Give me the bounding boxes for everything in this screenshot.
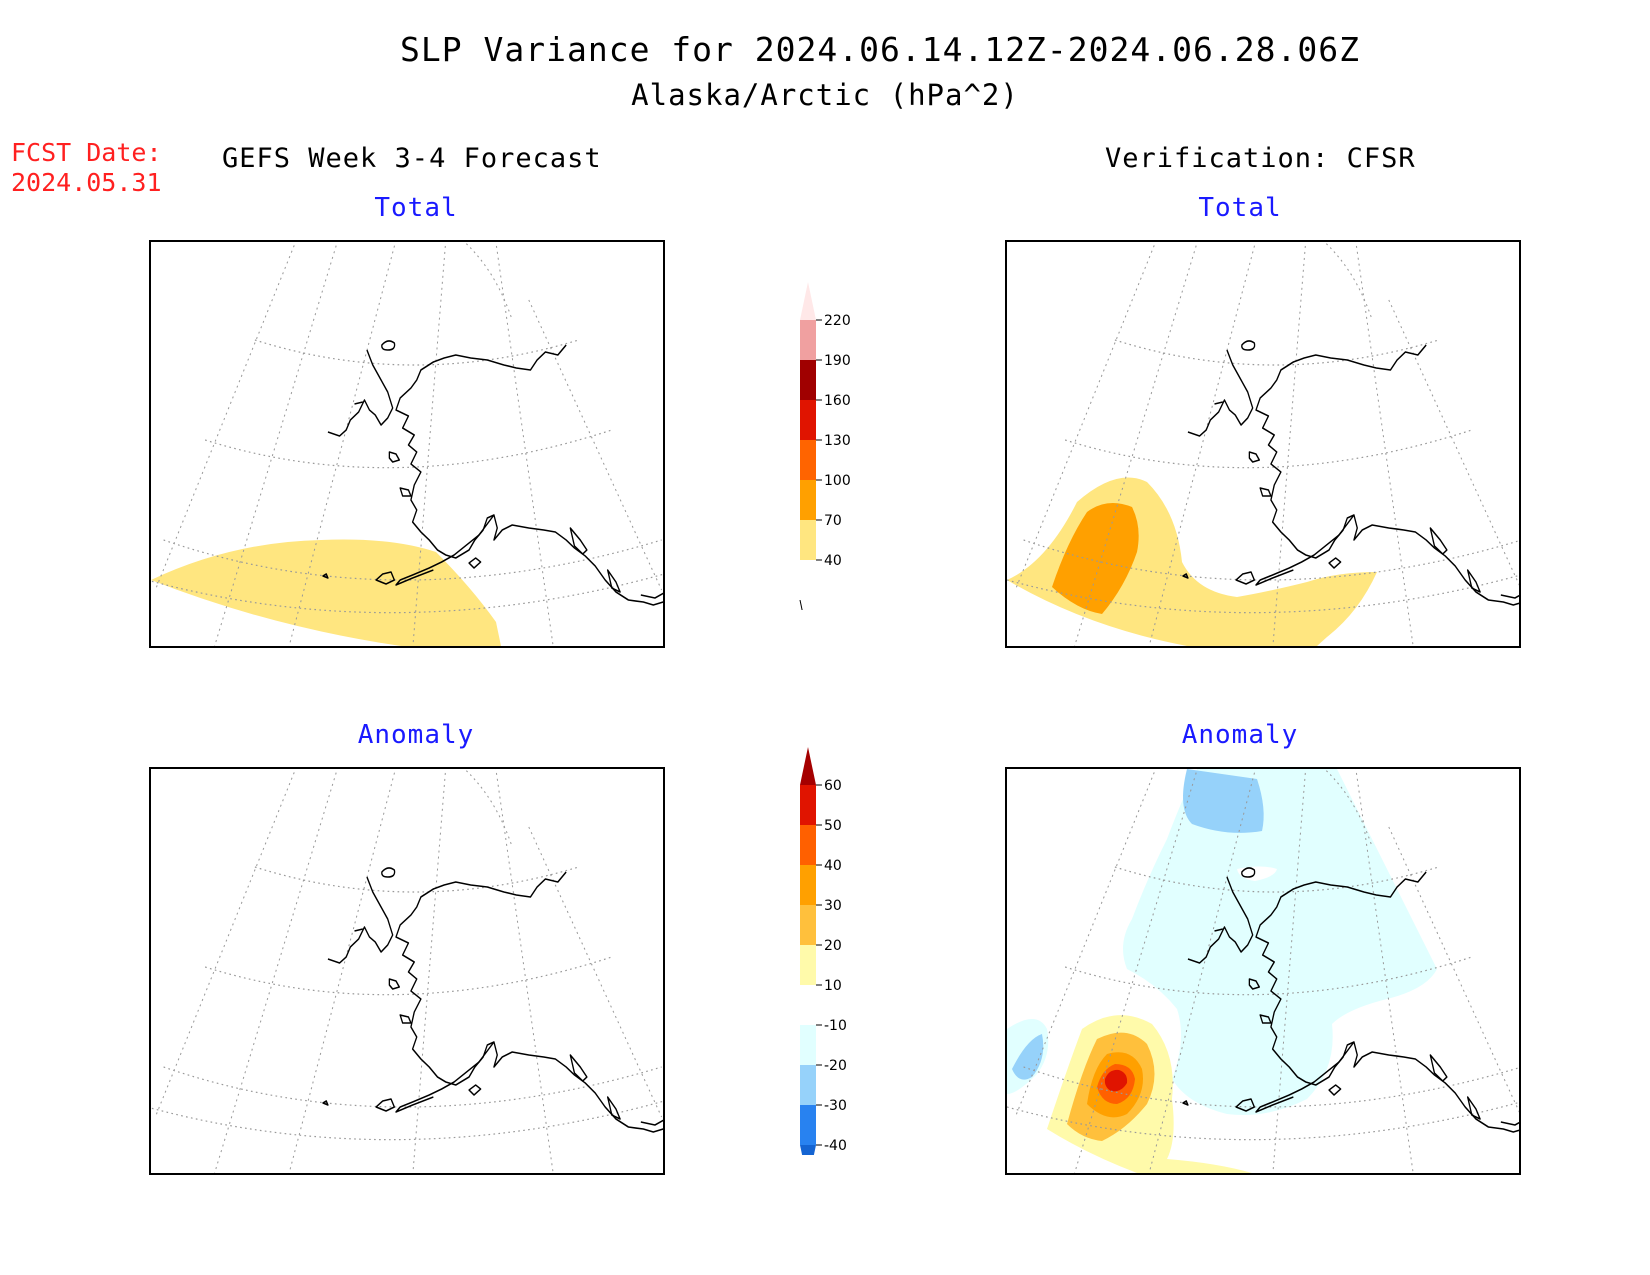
forecast-column-title: GEFS Week 3-4 Forecast xyxy=(222,143,602,174)
colorbar-tick-label: 70 xyxy=(824,513,842,529)
shade-neg10-neg20 xyxy=(1123,769,1437,1115)
anomaly-colorbar: -40 -30 -20 -10 10 20 30 40 50 60 xyxy=(790,745,870,1183)
colorbar-tick-label: 190 xyxy=(824,353,851,369)
colorbar-tick-label: -10 xyxy=(824,1018,847,1034)
forecast-anomaly-map xyxy=(149,767,665,1175)
shade-neg20-neg30-left xyxy=(1012,1034,1044,1080)
fcst-date-value: 2024.05.31 xyxy=(11,168,162,197)
colorbar-tick-label: 50 xyxy=(824,818,842,834)
colorbar-tick-label: 130 xyxy=(824,433,851,449)
shade-neg20-neg30-top xyxy=(1183,769,1264,833)
colorbar-segment xyxy=(800,825,816,865)
fcst-date: FCST Date: 2024.05.31 xyxy=(11,138,162,198)
main-subtitle: Alaska/Arctic (hPa^2) xyxy=(631,78,1019,112)
verification-anomaly-label: Anomaly xyxy=(1181,720,1299,750)
colorbar-tick-label: 160 xyxy=(824,393,851,409)
verification-column-title: Verification: CFSR xyxy=(1105,143,1416,174)
forecast-total-map xyxy=(149,240,665,648)
colorbar-tick-label: 60 xyxy=(824,778,842,794)
colorbar-tail xyxy=(799,599,809,639)
colorbar-tail xyxy=(800,1145,816,1183)
colorbar-segment xyxy=(800,360,816,400)
colorbar-segment xyxy=(800,905,816,945)
colorbar-tick-label: 220 xyxy=(824,313,851,329)
forecast-anomaly-label: Anomaly xyxy=(357,720,475,750)
colorbar-segment xyxy=(800,1105,816,1145)
shade-50-60 xyxy=(1104,1069,1128,1092)
colorbar-segment xyxy=(800,440,816,480)
colorbar-segment xyxy=(800,560,816,600)
colorbar-segment xyxy=(800,1065,816,1105)
shade-70-100 xyxy=(1052,503,1139,614)
colorbar-tick-label: 40 xyxy=(824,553,842,569)
colorbar-tick-label: -20 xyxy=(824,1058,847,1074)
colorbar-tick-label: -30 xyxy=(824,1098,847,1114)
total-colorbar: 40 70 100 130 160 190 220 xyxy=(790,280,870,639)
forecast-total-label: Total xyxy=(374,193,458,223)
colorbar-tip xyxy=(800,747,816,785)
colorbar-segment xyxy=(800,865,816,905)
colorbar-tick-label: 20 xyxy=(824,938,842,954)
fcst-date-label: FCST Date: xyxy=(11,138,162,167)
colorbar-segment xyxy=(800,480,816,520)
colorbar-segment xyxy=(800,520,816,560)
verification-anomaly-map xyxy=(1005,767,1521,1175)
colorbar-segment xyxy=(800,785,816,825)
colorbar-segment xyxy=(800,985,816,1025)
colorbar-segment xyxy=(800,945,816,985)
colorbar-tick-label: 40 xyxy=(824,858,842,874)
verification-total-label: Total xyxy=(1198,193,1282,223)
colorbar-segment xyxy=(800,1025,816,1065)
colorbar-tip xyxy=(800,282,816,320)
colorbar-tick-label: 100 xyxy=(824,473,851,489)
main-title: SLP Variance for 2024.06.14.12Z-2024.06.… xyxy=(400,30,1360,69)
colorbar-segment xyxy=(800,320,816,360)
shade-40-70 xyxy=(151,539,501,646)
verification-total-map xyxy=(1005,240,1521,648)
colorbar-segment xyxy=(800,400,816,440)
colorbar-tick-label: -40 xyxy=(824,1138,847,1154)
colorbar-tick-label: 10 xyxy=(824,978,842,994)
colorbar-tick-label: 30 xyxy=(824,898,842,914)
